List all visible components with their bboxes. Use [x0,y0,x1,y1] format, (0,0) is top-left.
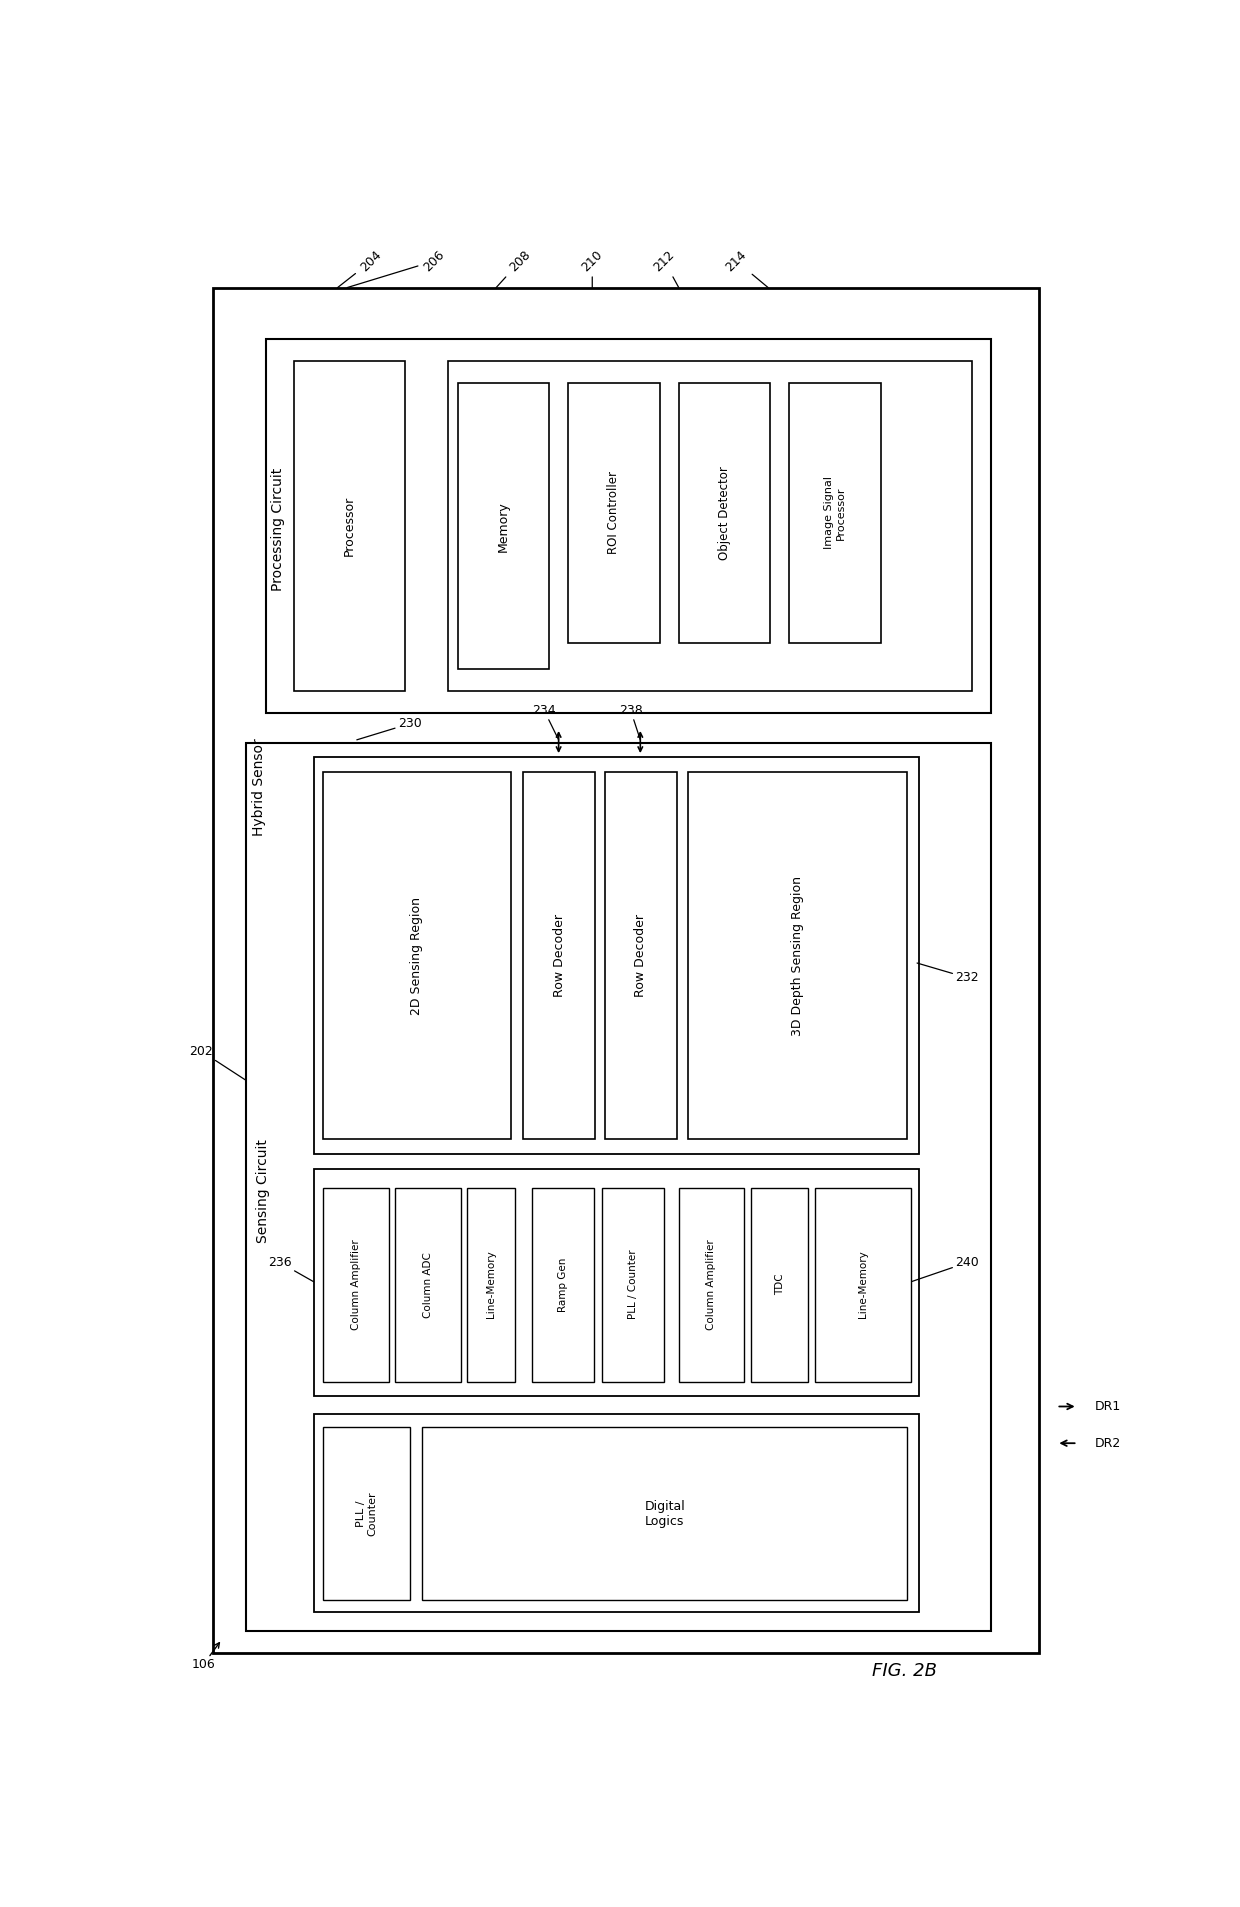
Text: Row Decoder: Row Decoder [553,913,565,997]
Bar [422,1426,908,1600]
Bar [324,772,511,1138]
Text: Object Detector: Object Detector [718,465,730,561]
Text: 106: 106 [191,1642,219,1671]
Text: 204: 204 [337,248,384,288]
Text: 212: 212 [651,248,678,288]
Text: 240: 240 [911,1257,978,1282]
Text: Line-Memory: Line-Memory [486,1251,496,1318]
Bar [532,1188,594,1381]
Text: 232: 232 [918,963,978,984]
Text: Hybrid Sensor: Hybrid Sensor [252,738,265,835]
Bar [688,772,908,1138]
Text: ROI Controller: ROI Controller [608,471,620,555]
Bar [678,1188,744,1381]
Bar [568,383,660,643]
Text: Digital
Logics: Digital Logics [645,1499,686,1528]
Bar [815,1188,911,1381]
Bar [448,360,972,692]
Text: Column Amplifier: Column Amplifier [351,1240,361,1329]
Bar [789,383,880,643]
Text: PLL /
Counter: PLL / Counter [356,1491,377,1535]
Text: 206: 206 [347,248,446,288]
Text: Column Amplifier: Column Amplifier [707,1240,717,1329]
Bar [213,288,1039,1653]
Text: PLL / Counter: PLL / Counter [629,1249,639,1320]
Text: Memory: Memory [497,502,510,551]
Text: 202: 202 [190,1045,247,1081]
Bar [324,1426,409,1600]
Text: Row Decoder: Row Decoder [635,913,647,997]
Bar [605,772,677,1138]
Text: TDC: TDC [775,1274,785,1295]
Text: DR1: DR1 [1095,1400,1121,1413]
Text: 2D Sensing Region: 2D Sensing Region [410,896,423,1015]
Text: FIG. 2B: FIG. 2B [872,1661,937,1680]
Bar [294,360,404,692]
Text: Ramp Gen: Ramp Gen [558,1257,568,1312]
Text: 214: 214 [723,248,768,288]
Bar [467,1188,516,1381]
Text: Line-Memory: Line-Memory [858,1251,868,1318]
Bar [751,1188,808,1381]
Text: Sensing Circuit: Sensing Circuit [255,1138,269,1243]
Text: 230: 230 [357,717,422,740]
Bar [523,772,595,1138]
Text: 236: 236 [268,1257,314,1282]
Bar [458,383,549,669]
Bar [324,1188,388,1381]
Bar [678,383,770,643]
Text: 234: 234 [532,704,558,740]
Text: Processing Circuit: Processing Circuit [272,469,285,591]
Bar [601,1188,665,1381]
Text: Column ADC: Column ADC [423,1251,433,1318]
Text: DR2: DR2 [1095,1436,1121,1449]
Bar [396,1188,460,1381]
Bar [314,1413,919,1611]
Text: 3D Depth Sensing Region: 3D Depth Sensing Region [791,875,805,1036]
Text: 210: 210 [579,248,605,288]
Bar [314,1169,919,1396]
Text: Processor: Processor [343,496,356,557]
Text: 238: 238 [619,704,642,740]
Bar [314,757,919,1154]
Bar [265,339,991,713]
Text: 208: 208 [496,248,533,288]
Bar [247,742,991,1630]
Text: Image Signal
Processor: Image Signal Processor [825,477,846,549]
